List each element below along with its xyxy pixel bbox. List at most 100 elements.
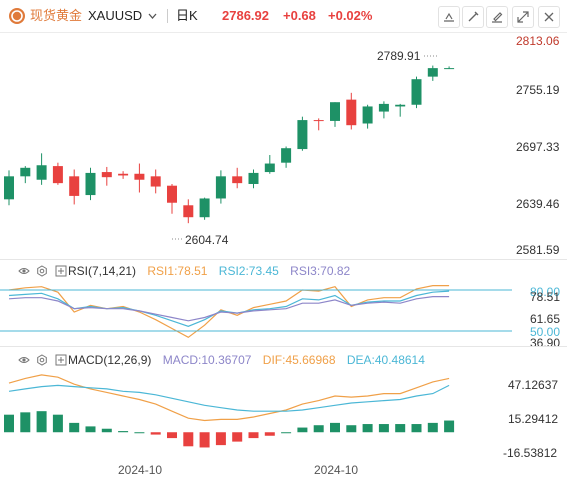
candle-body [378,103,389,112]
low-annotation: 2604.74 [185,233,229,247]
candle-body [444,68,455,70]
pen-tool-button[interactable] [462,6,484,28]
candle-body [134,173,145,180]
last-price: 2786.92 [222,8,269,23]
eye-icon[interactable] [18,265,30,277]
rsi-lines [8,285,450,339]
gear-icon[interactable] [36,265,48,277]
gear-icon[interactable] [36,354,48,366]
rsi-title: RSI(7,14,21) [68,264,137,278]
candle-body [281,148,292,163]
header-divider [167,9,168,23]
candle-body [183,205,194,218]
macd-histogram-bar [69,422,80,433]
settings-tool-button[interactable] [538,6,560,28]
price-change-percent: +0.02% [328,8,373,23]
candle-body [248,172,259,184]
close-settings-icon [544,12,554,22]
dif-line [8,374,450,422]
macd-histogram-bar [150,432,161,435]
price-axis-label: 2813.06 [516,34,560,48]
candle-body [199,198,210,218]
macd-histogram-bar [20,412,31,433]
macd-axis-label: 15.29412 [508,412,559,426]
symbol-selector[interactable]: XAUUSD [88,8,143,23]
candle-body [167,185,177,203]
candle-body [313,120,324,122]
price-change: +0.68 [283,8,316,23]
candle-body [36,165,47,180]
edit-tool-button[interactable] [486,6,508,28]
macd-histogram-bar [134,432,145,434]
macd-axis-label: -16.53812 [503,446,558,460]
macd-histogram-bar [118,431,129,433]
macd-histogram-bar [362,424,373,433]
macd-histogram-bar [4,414,14,433]
macd-histogram-bar [199,432,210,448]
macd-histogram-bar [313,425,324,433]
candle-body [215,176,226,199]
price-axis-label: 2581.59 [516,243,560,257]
x-axis-label: 2024-10 [314,463,359,477]
candle-body [232,176,243,184]
candle-body [118,173,129,176]
candle-body [346,99,357,126]
macd-lines [4,374,455,448]
rsi-legend: RSI(7,14,21) RSI1:78.51 RSI2:73.45 RSI3:… [68,263,354,279]
macd-histogram-bar [444,420,455,433]
macd-histogram-bar [52,414,63,433]
expand-icon [517,11,529,23]
candle-body [69,176,80,196]
price-axis-label: 2639.46 [516,197,560,211]
candle-body [85,172,96,196]
panel-separator [0,259,567,260]
rsi-axis-label: 80.00 [530,285,561,299]
pen-icon [468,11,479,22]
high-annotation: 2789.91 [377,49,421,63]
candle-body [427,68,438,77]
macd-histogram-bar [330,422,340,433]
rsi3-value: RSI3:70.82 [290,264,351,278]
macd-histogram-bar [264,432,275,436]
x-axis-label: 2024-10 [118,463,163,477]
macd-histogram-bar [297,427,308,433]
macd-histogram-bar [378,424,389,433]
candle-body [411,79,422,105]
dif-value: DIF:45.66968 [262,353,336,367]
macd-histogram-bar [232,432,243,442]
macd-value: MACD:10.36707 [162,353,252,367]
macd-histogram-bar [215,432,226,446]
candle-body [4,176,14,200]
chevron-down-icon[interactable] [148,13,157,19]
macd-histogram-bar [411,424,422,433]
candle-body [297,120,308,150]
candle-body [150,176,161,187]
dea-value: DEA:40.48614 [346,353,425,367]
macd-histogram-bar [427,422,438,433]
rsi-axis-label: 61.65 [530,312,561,326]
candle-body [101,172,112,178]
candlestick-series [4,65,455,224]
macd-histogram-bar [167,432,177,439]
interval-selector[interactable]: 日K [176,8,198,23]
macd-axis-label: 47.12637 [508,378,559,392]
macd-title: MACD(12,26,9) [68,353,152,367]
rsi1-value: RSI1:78.51 [147,264,208,278]
expand-tool-button[interactable] [512,6,534,28]
more-icon[interactable] [55,354,67,366]
crosshair-tool-button[interactable] [438,6,460,28]
macd-histogram-bar [395,424,406,433]
eye-icon[interactable] [18,354,30,366]
crosshair-icon [444,12,454,22]
dea-line [8,384,450,412]
candle-body [20,167,31,177]
candle-body [264,163,275,173]
more-icon[interactable] [55,265,67,277]
instrument-name: 现货黄金 [30,8,83,23]
edit-icon [492,12,503,23]
candle-body [52,166,63,184]
header-divider-line [0,32,567,33]
price-axis-label: 2697.33 [516,140,560,154]
macd-histogram-bar [101,428,112,433]
